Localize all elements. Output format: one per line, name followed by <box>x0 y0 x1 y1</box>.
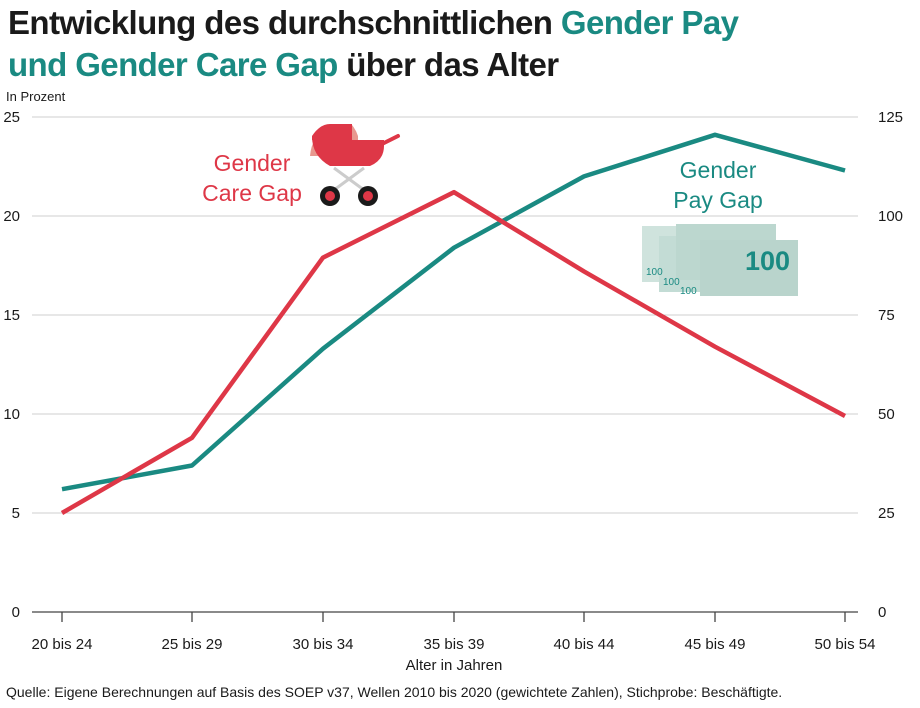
x-tick-label: 45 bis 49 <box>685 636 746 653</box>
banknote-text-4: 100 <box>745 246 790 276</box>
care-gap-line <box>60 189 847 515</box>
x-tick-label: 20 bis 24 <box>32 636 93 653</box>
pay-gap-label-line-2: Pay Gap <box>673 187 763 213</box>
x-tick-label: 40 bis 44 <box>554 636 615 653</box>
pay-gap-label-line-1: Gender <box>680 157 757 183</box>
left-tick-label: 15 <box>3 307 20 324</box>
title-part-1: Entwicklung des durchschnittlichen <box>8 4 561 41</box>
gridlines <box>32 116 858 613</box>
left-tick-label: 25 <box>3 109 20 126</box>
right-tick-label: 50 <box>878 406 895 423</box>
right-tick-label: 125 <box>878 109 903 126</box>
x-tick-label: 30 bis 34 <box>293 636 354 653</box>
banknotes-icon: 100 100 100 100 <box>642 224 798 297</box>
title-part-4: über das Alter <box>337 46 559 83</box>
series-lines <box>60 132 847 515</box>
baby-carriage-icon <box>310 124 400 206</box>
left-axis: 0 5 10 15 20 25 <box>3 109 20 621</box>
pay-gap-line <box>61 132 846 492</box>
banknote-text-3: 100 <box>680 286 697 297</box>
unit-label: In Prozent <box>6 89 66 104</box>
x-tick-label: 25 bis 29 <box>162 636 223 653</box>
left-tick-label: 0 <box>12 604 20 621</box>
chart-title: Entwicklung des durchschnittlichen Gende… <box>8 2 908 86</box>
left-tick-label: 10 <box>3 406 20 423</box>
x-tick-label: 50 bis 54 <box>815 636 876 653</box>
x-axis: 20 bis 24 25 bis 29 30 bis 34 35 bis 39 40 b… <box>32 612 876 653</box>
title-part-3: und Gender Care Gap <box>8 46 338 83</box>
source-note: Quelle: Eigene Berechnungen auf Basis de… <box>6 684 783 700</box>
title-part-2: Gender Pay <box>560 4 739 41</box>
x-tick-label: 35 bis 39 <box>424 636 485 653</box>
right-tick-label: 75 <box>878 307 895 324</box>
care-gap-label-line-1: Gender <box>214 150 291 176</box>
right-tick-label: 25 <box>878 505 895 522</box>
right-axis: 0 25 50 75 100 125 <box>878 109 903 621</box>
left-tick-label: 20 <box>3 208 20 225</box>
banknote-text-1: 100 <box>646 267 663 278</box>
left-tick-label: 5 <box>12 505 20 522</box>
banknote-text-2: 100 <box>663 277 680 288</box>
right-tick-label: 0 <box>878 604 886 621</box>
x-axis-title: Alter in Jahren <box>406 657 503 674</box>
right-tick-label: 100 <box>878 208 903 225</box>
care-gap-label-line-2: Care Gap <box>202 180 302 206</box>
